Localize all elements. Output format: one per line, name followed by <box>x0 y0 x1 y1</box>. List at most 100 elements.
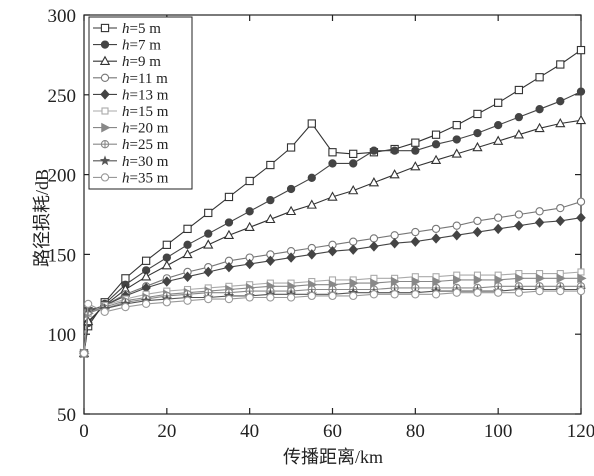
legend-label: h=15 m <box>122 104 169 120</box>
data-point <box>577 116 585 124</box>
data-point <box>287 144 294 151</box>
data-point <box>350 292 357 299</box>
legend-value: =15 m <box>130 104 169 120</box>
data-point <box>432 141 439 148</box>
data-point <box>474 110 481 117</box>
legend-label: h=30 m <box>122 154 169 170</box>
data-point <box>101 41 108 48</box>
data-point <box>204 240 212 248</box>
legend-value: =35 m <box>130 170 169 186</box>
data-point <box>85 300 92 307</box>
x-tick-label: 60 <box>323 421 342 442</box>
data-point <box>205 209 212 216</box>
data-point <box>350 160 357 167</box>
legend-value: =13 m <box>130 87 169 103</box>
data-point <box>267 294 274 301</box>
legend-value: =7 m <box>130 38 162 54</box>
legend-variable: h <box>122 137 130 153</box>
data-point <box>287 253 295 262</box>
data-point <box>225 263 233 272</box>
data-point <box>205 295 212 302</box>
data-point <box>412 291 419 298</box>
data-point <box>225 193 232 200</box>
legend-value: =25 m <box>130 137 169 153</box>
data-point <box>411 237 419 246</box>
data-point <box>557 205 564 212</box>
data-point <box>287 294 294 301</box>
data-point <box>184 297 191 304</box>
legend-label: h=35 m <box>122 170 169 186</box>
legend-value: =11 m <box>130 71 169 87</box>
data-point <box>308 174 315 181</box>
data-point <box>495 122 502 129</box>
data-point <box>556 216 564 225</box>
data-point <box>370 147 377 154</box>
data-point <box>287 185 294 192</box>
legend-label: h=7 m <box>122 38 161 54</box>
data-point <box>515 289 522 296</box>
data-point <box>350 238 357 245</box>
legend-value: =20 m <box>130 121 169 137</box>
data-point <box>432 234 440 243</box>
data-point <box>453 289 460 296</box>
y-axis-title: 路径损耗/dB <box>32 169 52 267</box>
x-tick-label: 0 <box>79 421 89 442</box>
data-point <box>350 150 357 157</box>
data-point <box>184 241 191 248</box>
data-point <box>122 303 129 310</box>
data-point <box>267 161 274 168</box>
data-point <box>536 106 543 113</box>
data-point <box>536 208 543 215</box>
data-point <box>329 247 337 256</box>
data-point <box>536 288 543 295</box>
data-point <box>101 174 108 181</box>
data-point <box>308 250 316 259</box>
x-tick-label: 20 <box>157 421 176 442</box>
data-point <box>370 242 378 251</box>
legend-variable: h <box>122 104 130 120</box>
data-point <box>163 299 170 306</box>
data-point <box>453 231 461 240</box>
data-point <box>474 289 481 296</box>
data-point <box>557 98 564 105</box>
data-point <box>101 308 108 315</box>
data-point <box>391 232 398 239</box>
data-point <box>391 291 398 298</box>
data-point <box>474 217 481 224</box>
data-point <box>515 211 522 218</box>
data-point <box>267 197 274 204</box>
data-point <box>143 300 150 307</box>
series-line <box>84 291 581 353</box>
y-tick-label: 50 <box>57 405 76 426</box>
data-point <box>102 108 108 114</box>
data-point <box>495 99 502 106</box>
y-tick-label: 300 <box>48 6 77 27</box>
data-point <box>577 47 584 54</box>
legend-value: =9 m <box>130 54 162 70</box>
data-point <box>577 88 584 95</box>
data-point <box>536 74 543 81</box>
data-point <box>246 177 253 184</box>
data-point <box>370 235 377 242</box>
data-point <box>370 291 377 298</box>
legend-variable: h <box>122 121 130 137</box>
data-point <box>432 291 439 298</box>
data-point <box>391 147 398 154</box>
data-point <box>246 294 253 301</box>
x-tick-label: 100 <box>484 421 513 442</box>
x-tick-label: 40 <box>240 421 259 442</box>
legend-label: h=11 m <box>122 71 168 87</box>
data-point <box>225 295 232 302</box>
data-point <box>246 208 253 215</box>
data-point <box>495 214 502 221</box>
data-point <box>577 213 585 222</box>
data-point <box>557 61 564 68</box>
data-point <box>163 261 171 269</box>
data-point <box>577 198 584 205</box>
legend-label: h=5 m <box>122 21 161 37</box>
legend-label: h=20 m <box>122 121 169 137</box>
data-point <box>80 350 87 357</box>
data-point <box>453 122 460 129</box>
data-point <box>225 219 232 226</box>
